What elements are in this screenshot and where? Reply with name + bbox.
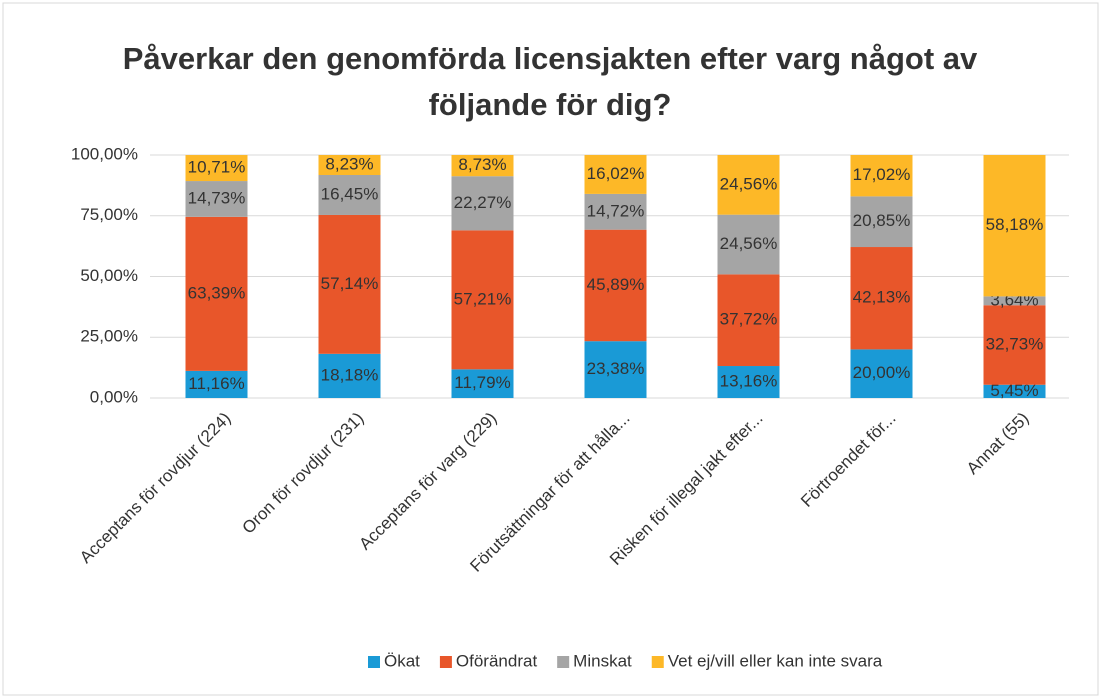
data-label: 20,00% bbox=[853, 363, 911, 382]
data-label: 57,21% bbox=[454, 289, 512, 308]
x-tick-label: Acceptans för rovdjur (224) bbox=[76, 409, 234, 567]
data-label: 14,72% bbox=[587, 201, 645, 220]
data-label: 11,79% bbox=[454, 373, 510, 392]
data-label: 23,38% bbox=[587, 359, 645, 378]
data-label: 24,56% bbox=[720, 174, 778, 193]
data-label: 16,45% bbox=[321, 184, 379, 203]
data-label: 14,73% bbox=[188, 188, 246, 207]
data-label: 16,02% bbox=[587, 164, 645, 183]
bar-segment bbox=[850, 349, 913, 398]
bar-segment bbox=[584, 229, 647, 342]
bar-segment bbox=[451, 176, 514, 231]
data-label: 37,72% bbox=[720, 310, 778, 329]
data-label: 42,13% bbox=[853, 288, 911, 307]
bar-segment bbox=[850, 247, 913, 350]
data-label: 45,89% bbox=[587, 275, 645, 294]
x-tick-label: Annat (55) bbox=[963, 409, 1033, 479]
data-label: 58,18% bbox=[986, 215, 1044, 234]
bar-segment bbox=[584, 154, 647, 194]
bar-segment bbox=[717, 274, 780, 367]
y-tick-label: 100,00% bbox=[71, 144, 138, 163]
bar-segment bbox=[318, 155, 381, 175]
bar-segment bbox=[717, 155, 780, 215]
bar-segment bbox=[983, 305, 1046, 385]
data-label: 63,39% bbox=[188, 283, 246, 302]
x-tick-label: Förtroendet för... bbox=[797, 409, 899, 511]
x-tick-label: Acceptans för varg (229) bbox=[355, 409, 500, 554]
data-label: 17,02% bbox=[853, 165, 911, 184]
data-label: 11,16% bbox=[188, 374, 244, 393]
legend-label: Vet ej/vill eller kan inte svara bbox=[668, 651, 883, 670]
bar-segment bbox=[850, 155, 913, 197]
bar-segment bbox=[717, 214, 780, 275]
bar-segment bbox=[451, 155, 514, 177]
data-label: 8,23% bbox=[325, 154, 373, 173]
legend-swatch bbox=[368, 656, 380, 668]
x-tick-label: Oron för rovdjur (231) bbox=[238, 409, 367, 538]
bar-segment bbox=[983, 384, 1046, 398]
data-label: 22,27% bbox=[454, 193, 512, 212]
y-tick-label: 50,00% bbox=[80, 266, 138, 285]
data-label: 5,45% bbox=[990, 381, 1038, 400]
bar-segment bbox=[584, 193, 647, 230]
data-label: 13,16% bbox=[720, 371, 778, 390]
data-label: 32,73% bbox=[986, 334, 1044, 353]
bar-segment bbox=[717, 366, 780, 398]
data-label: 8,73% bbox=[458, 155, 506, 174]
data-label: 18,18% bbox=[321, 365, 379, 384]
y-tick-label: 25,00% bbox=[80, 327, 138, 346]
bar-segment bbox=[318, 174, 381, 215]
bar-segment bbox=[185, 216, 248, 371]
bar-segment bbox=[185, 181, 248, 217]
chart-title: Påverkar den genomförda licensjakten eft… bbox=[122, 41, 978, 122]
bar-segment bbox=[451, 230, 514, 370]
y-tick-label: 0,00% bbox=[90, 387, 138, 406]
data-label: 57,14% bbox=[321, 274, 379, 293]
bar-segment bbox=[185, 155, 248, 182]
bar-segment bbox=[318, 353, 381, 398]
x-tick-label: Förutsättningar för att hålla... bbox=[466, 409, 633, 576]
bar-segment bbox=[850, 196, 913, 248]
bar-segment bbox=[983, 155, 1046, 297]
legend-swatch bbox=[557, 656, 570, 668]
bar-segment bbox=[318, 214, 381, 354]
x-tick-label: Risken för illegal jakt efter... bbox=[606, 409, 766, 569]
y-tick-label: 75,00% bbox=[80, 205, 138, 224]
bar-segment bbox=[983, 296, 1046, 306]
data-label: 10,71% bbox=[188, 158, 246, 177]
bar-segment bbox=[185, 370, 248, 398]
data-label: 20,85% bbox=[853, 211, 911, 230]
legend-swatch bbox=[439, 656, 452, 668]
bar-segment bbox=[584, 341, 647, 398]
legend-label: Oförändrat bbox=[456, 651, 538, 670]
data-label: 24,56% bbox=[720, 234, 778, 253]
bar-segment bbox=[451, 369, 514, 398]
legend-label: Minskat bbox=[573, 651, 632, 670]
legend-swatch bbox=[651, 656, 664, 668]
legend-label: Ökat bbox=[384, 651, 420, 670]
